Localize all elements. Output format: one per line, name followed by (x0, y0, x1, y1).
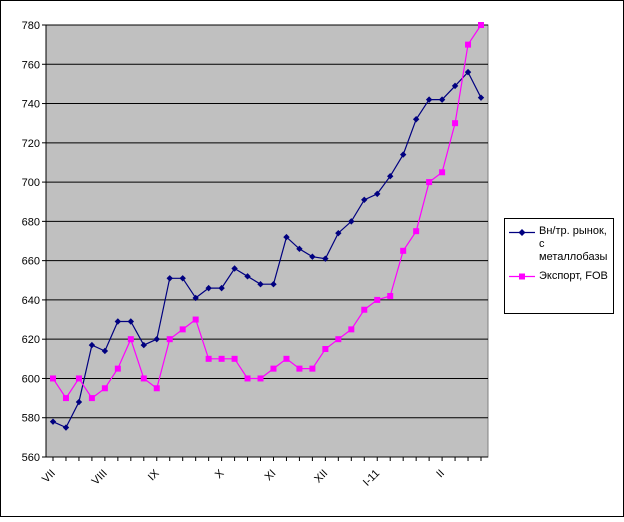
data-point (439, 169, 446, 176)
legend-item-export: Экспорт, FOB (509, 270, 613, 284)
data-point (75, 398, 83, 406)
data-point (205, 355, 212, 362)
data-point (464, 68, 472, 76)
y-tick-label: 780 (22, 20, 40, 32)
data-point (413, 228, 420, 235)
y-tick-label: 760 (22, 59, 40, 71)
legend: Вн/тр. рынок, с металлобазы Экспорт, FOB (504, 218, 614, 314)
data-point (270, 281, 277, 288)
y-tick-label: 580 (22, 413, 40, 425)
y-tick-label: 560 (22, 452, 40, 464)
data-point (257, 375, 264, 382)
data-point (114, 318, 122, 325)
data-point (309, 253, 316, 260)
data-point (270, 365, 277, 372)
data-point (153, 335, 160, 343)
data-point (412, 116, 420, 123)
data-point (399, 151, 407, 158)
y-tick-label: 720 (22, 138, 40, 150)
data-point (218, 284, 225, 292)
series-line (52, 24, 482, 400)
gridlines (46, 24, 488, 419)
data-point (452, 120, 459, 127)
data-point (387, 292, 394, 299)
data-point (179, 275, 186, 282)
data-point (75, 375, 82, 382)
data-point (438, 96, 446, 103)
y-tick-label: 620 (22, 334, 40, 346)
data-point (374, 190, 381, 198)
y-tick-label: 600 (22, 373, 40, 385)
data-point (166, 336, 173, 343)
legend-swatch-export (509, 273, 535, 280)
series-export (50, 22, 484, 402)
series-domestic (49, 68, 485, 431)
data-point (426, 179, 433, 186)
data-point (348, 218, 355, 225)
data-point (425, 96, 433, 103)
data-point (477, 94, 485, 101)
data-point (283, 355, 290, 362)
data-point (478, 22, 484, 28)
y-tick-label: 660 (22, 256, 40, 268)
data-point (62, 424, 70, 431)
data-point (205, 284, 212, 292)
data-point (244, 375, 251, 382)
data-point (257, 281, 264, 288)
legend-swatch-domestic (509, 229, 535, 236)
plot-area (45, 24, 489, 458)
data-point (88, 341, 96, 349)
data-point (296, 245, 303, 253)
data-point (127, 336, 134, 343)
data-point (88, 395, 95, 402)
series-layer (49, 22, 485, 431)
data-point (140, 375, 147, 382)
data-point (335, 229, 342, 237)
data-point (361, 196, 368, 203)
data-point (192, 294, 199, 302)
data-point (231, 265, 238, 272)
data-point (166, 275, 173, 282)
y-tick-label: 740 (22, 99, 40, 111)
data-point (153, 385, 160, 392)
data-point (114, 365, 121, 372)
legend-item-domestic: Вн/тр. рынок, с металлобазы (509, 225, 613, 265)
data-point (192, 316, 199, 323)
data-point (387, 173, 394, 180)
data-point (400, 247, 407, 254)
data-point (465, 41, 472, 48)
data-point (50, 375, 56, 382)
data-point (231, 355, 238, 362)
data-point (283, 233, 290, 241)
data-point (127, 318, 135, 325)
data-point (348, 326, 355, 333)
y-axis-ticks: 560 580 600 620 640 660 680 700 720 740 760 780 (22, 20, 46, 464)
data-point (374, 296, 381, 303)
y-tick-label: 640 (22, 295, 40, 307)
data-point (322, 255, 329, 262)
data-point (335, 336, 342, 343)
data-point (309, 365, 316, 372)
data-point (361, 306, 368, 313)
data-point (322, 346, 329, 352)
legend-label-export: Экспорт, FOB (539, 270, 608, 282)
y-tick-label: 680 (22, 216, 40, 228)
data-point (218, 355, 225, 362)
data-point (179, 326, 186, 333)
data-point (140, 341, 147, 349)
data-point (451, 82, 459, 90)
data-point (101, 347, 109, 355)
data-point (49, 418, 57, 425)
data-point (296, 365, 303, 372)
data-point (101, 385, 108, 392)
data-point (62, 395, 69, 402)
legend-label-domestic: Вн/тр. рынок, с металлобазы (539, 225, 608, 263)
y-tick-label: 700 (22, 177, 40, 189)
series-line (52, 71, 482, 429)
data-point (244, 273, 251, 280)
